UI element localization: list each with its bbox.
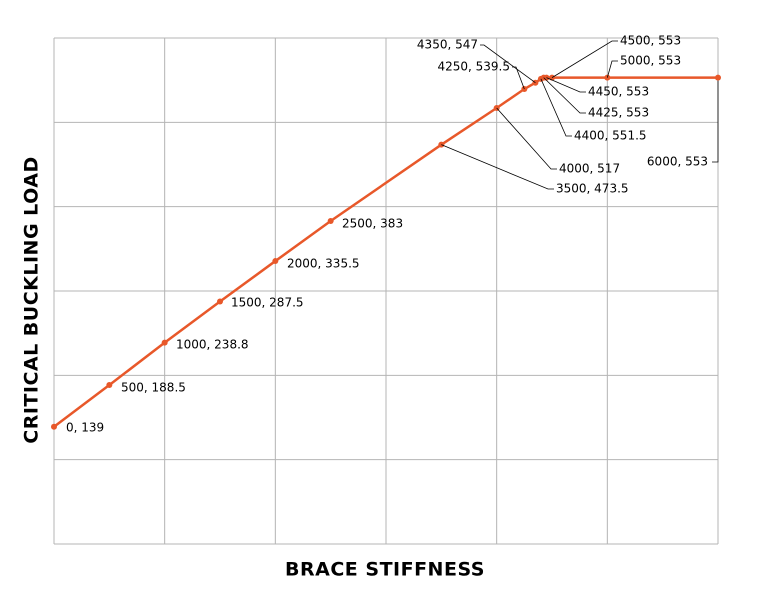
- data-label: 4500, 553: [620, 34, 681, 48]
- y-axis-label: CRITICAL BUCKLING LOAD: [21, 156, 43, 443]
- data-point: [51, 423, 57, 430]
- data-point: [715, 74, 721, 81]
- data-label: 3500, 473.5: [556, 182, 629, 196]
- leader-line: [606, 60, 618, 78]
- data-point: [106, 382, 113, 389]
- leader-line: [496, 107, 557, 170]
- data-label: 500, 188.5: [121, 381, 186, 395]
- leader-line: [441, 144, 554, 190]
- data-point: [327, 218, 334, 225]
- data-point: [217, 298, 223, 305]
- data-label: 4250, 539.5: [437, 60, 510, 74]
- data-point: [272, 258, 279, 265]
- data-label: 1500, 287.5: [231, 296, 304, 310]
- data-label: 4425, 553: [588, 106, 649, 120]
- data-label: 4350, 547: [417, 38, 478, 52]
- data-label: 4000, 517: [559, 162, 620, 176]
- data-label: 6000, 553: [647, 155, 708, 169]
- data-label: 1000, 238.8: [176, 338, 249, 352]
- data-label: 5000, 553: [620, 54, 681, 68]
- leader-line: [543, 77, 586, 114]
- leader-line: [712, 80, 719, 163]
- data-label: 4450, 553: [588, 85, 649, 99]
- data-label: 4400, 551.5: [574, 129, 647, 143]
- leader-line: [546, 77, 586, 93]
- data-point: [161, 339, 168, 346]
- data-label: 2500, 383: [342, 217, 403, 231]
- x-axis-label: BRACE STIFFNESS: [285, 559, 485, 581]
- leader-line: [480, 44, 536, 84]
- leader-line: [551, 40, 618, 78]
- data-label: 0, 139: [66, 421, 104, 435]
- data-label: 2000, 335.5: [287, 257, 360, 271]
- leader-line: [540, 78, 572, 137]
